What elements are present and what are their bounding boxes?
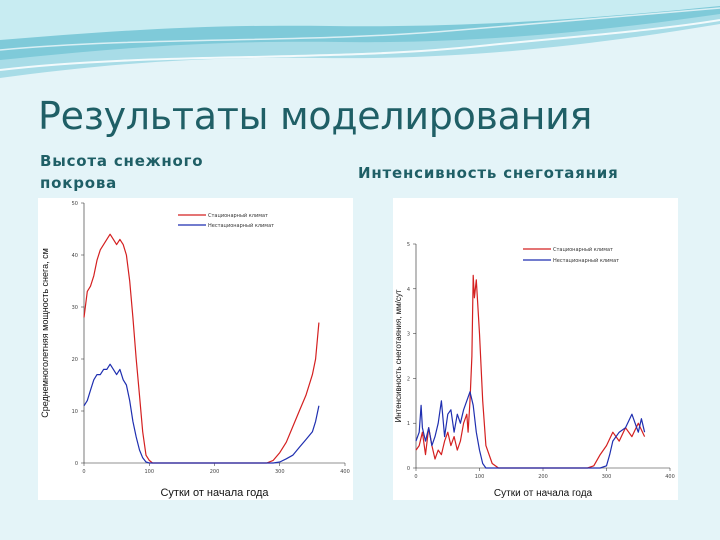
header-wave-decoration [0, 0, 720, 78]
y-tick-label: 4 [407, 287, 410, 293]
x-tick-label: 400 [665, 474, 675, 480]
y-axis-label: Среднемноголетняя мощность снега, см [40, 248, 50, 418]
x-tick-label: 200 [538, 474, 548, 480]
legend-label-stationary: Стационарный климат [208, 212, 268, 219]
y-tick-label: 10 [72, 409, 78, 415]
y-tick-label: 5 [407, 242, 410, 248]
y-tick-label: 3 [407, 332, 410, 338]
x-axis-label: Сутки от начала года [160, 487, 269, 499]
x-axis-label: Сутки от начала года [494, 488, 593, 499]
snow-depth-chart-panel: 0 100 200 300 400 0 10 20 30 40 50 Сутки от начала … [38, 198, 353, 500]
x-tick-label: 0 [82, 469, 85, 475]
y-tick-label: 40 [72, 253, 78, 259]
y-tick-label: 20 [72, 357, 78, 363]
y-tick-label: 50 [72, 201, 78, 207]
y-tick-label: 2 [407, 376, 410, 382]
y-axis-label: Интенсивность снеготаяния, мм/сут [394, 289, 403, 422]
y-tick-label: 30 [72, 305, 78, 311]
series-line-nonstationary [415, 391, 646, 469]
x-tick-label: 300 [602, 474, 612, 480]
snowmelt-intensity-chart-panel: 0 100 200 300 400 0 1 2 3 4 5 Сутки от начала года И… [393, 198, 678, 500]
y-tick-label: 0 [407, 466, 410, 472]
x-tick-label: 0 [414, 474, 417, 480]
series-line-nonstationary [83, 363, 320, 464]
left-chart-subtitle: Высота снежного покрова [40, 152, 204, 192]
legend-label-nonstationary: Нестационарный климат [553, 257, 619, 264]
snowmelt-intensity-chart: 0 100 200 300 400 0 1 2 3 4 5 Сутки от начала года И… [394, 242, 675, 499]
legend-label-stationary: Стационарный климат [553, 246, 613, 253]
right-chart-subtitle: Интенсивность снеготаяния [358, 164, 619, 182]
series-line-stationary [83, 233, 320, 464]
slide-title: Результаты моделирования [38, 94, 593, 138]
x-tick-label: 100 [144, 469, 154, 475]
x-tick-label: 400 [340, 469, 350, 475]
legend-label-nonstationary: Нестационарный климат [208, 222, 274, 229]
y-tick-label: 0 [75, 461, 78, 467]
snow-depth-chart: 0 100 200 300 400 0 10 20 30 40 50 Сутки от начала … [40, 201, 350, 499]
x-tick-label: 200 [210, 469, 220, 475]
x-tick-label: 300 [275, 469, 285, 475]
y-tick-label: 1 [407, 421, 410, 427]
series-line-stationary [415, 274, 646, 469]
x-tick-label: 100 [475, 474, 485, 480]
